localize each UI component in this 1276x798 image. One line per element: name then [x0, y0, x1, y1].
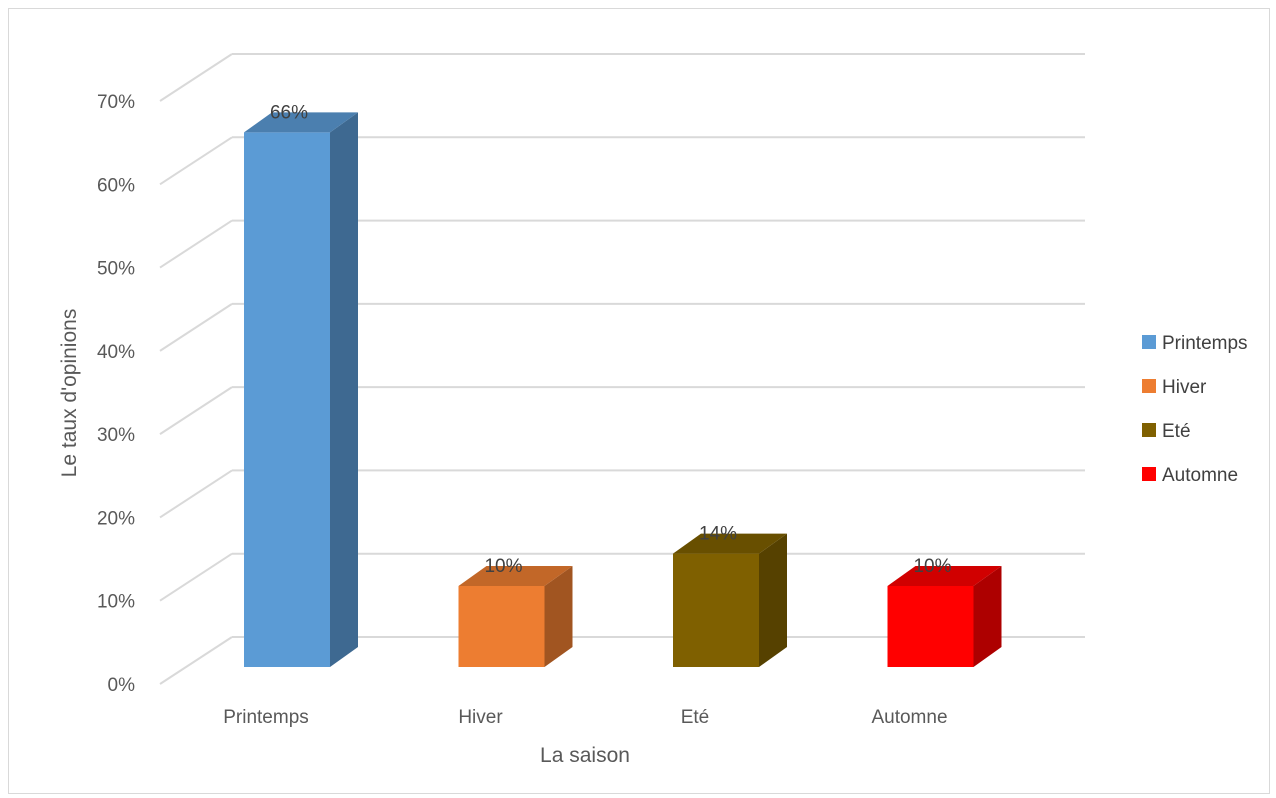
bar-hiver [458, 586, 545, 667]
gridline-diagonal [159, 386, 233, 435]
gridline-diagonal [159, 303, 233, 352]
bar-printemps [244, 132, 330, 667]
legend-swatch [1142, 335, 1156, 349]
bar-top [458, 566, 573, 586]
y-tick-label: 20% [97, 508, 135, 529]
y-tick-label: 0% [108, 675, 136, 696]
gridline-diagonal [159, 53, 233, 102]
gridline-diagonal [159, 219, 233, 269]
x-axis-title: La saison [540, 744, 630, 767]
data-label: 14% [699, 524, 737, 545]
bar-top [887, 566, 1002, 586]
gridline-diagonal [159, 469, 233, 519]
bar-automne [887, 586, 974, 667]
y-tick-label: 10% [97, 592, 135, 613]
legend-entry-label: Printemps [1162, 333, 1248, 354]
legend-entry-label: Eté [1162, 421, 1191, 442]
x-category-label: Printemps [223, 707, 309, 728]
data-label: 10% [484, 556, 522, 577]
bar-side [330, 112, 358, 667]
bar-et [673, 553, 759, 667]
y-tick-label: 50% [97, 259, 135, 280]
gridline-diagonal [159, 136, 233, 186]
gridline-diagonal [159, 636, 233, 685]
gridline-diagonal [159, 552, 233, 602]
bar-side [759, 533, 787, 667]
bar-side [973, 566, 1002, 667]
y-tick-label: 40% [97, 342, 135, 363]
data-label: 66% [270, 102, 308, 123]
y-tick-label: 70% [97, 92, 135, 113]
legend-swatch [1142, 467, 1156, 481]
legend-swatch [1142, 423, 1156, 437]
legend-entry-label: Hiver [1162, 377, 1207, 398]
legend-entry-label: Automne [1162, 465, 1238, 486]
y-tick-label: 30% [97, 425, 135, 446]
x-category-label: Eté [681, 707, 710, 728]
legend-swatch [1142, 379, 1156, 393]
y-axis-title: Le taux d'opinions [58, 309, 81, 478]
x-category-label: Hiver [458, 707, 503, 728]
data-label: 10% [913, 556, 951, 577]
chart-frame [8, 8, 1270, 794]
bar-side [544, 566, 573, 667]
y-tick-label: 60% [97, 175, 135, 196]
bar-top [244, 112, 358, 133]
x-category-label: Automne [871, 707, 947, 728]
bar-top [673, 533, 787, 554]
